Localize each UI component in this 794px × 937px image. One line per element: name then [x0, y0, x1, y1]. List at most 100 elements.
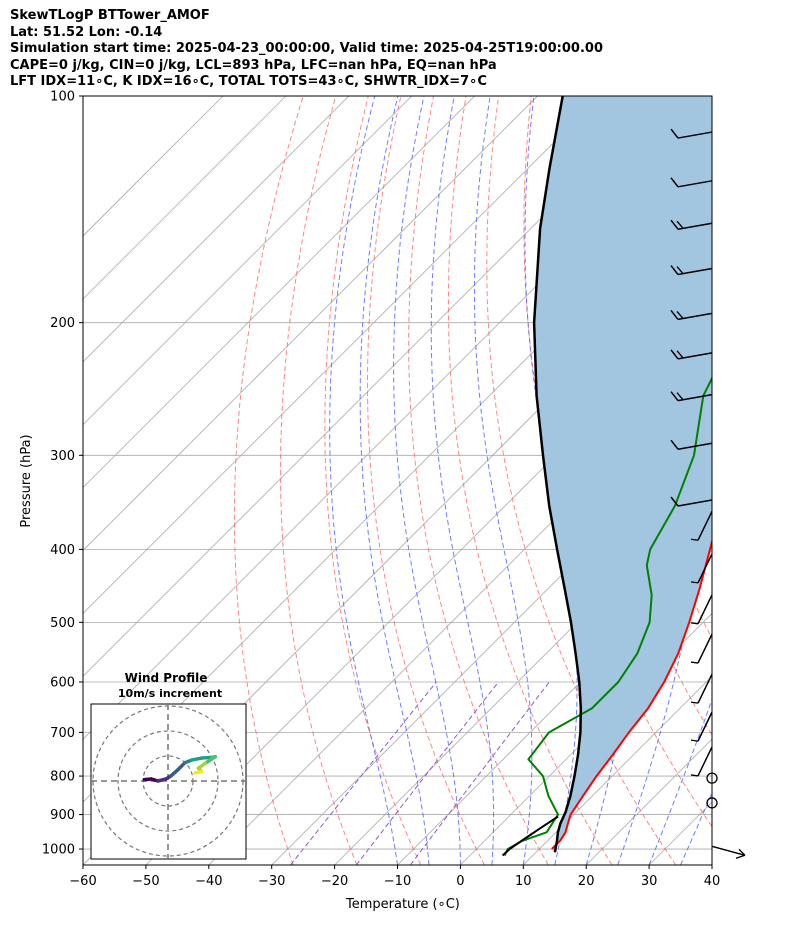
wind-barb	[670, 391, 713, 402]
hodograph-trace-segment	[203, 754, 217, 766]
wind-barb	[690, 673, 713, 704]
wind-barb-staff	[697, 673, 713, 704]
wind-barb-flag	[670, 177, 679, 188]
wind-barb-flag	[676, 392, 684, 401]
wind-barb-staff	[697, 594, 713, 625]
wind-barb-staff	[677, 393, 713, 402]
wind-barb-staff	[677, 180, 713, 188]
dry-adiabat	[233, 96, 304, 865]
wind-barb-staff	[677, 499, 713, 507]
isotherm-gridline	[397, 549, 712, 865]
wind-barb	[690, 594, 713, 625]
wind-barb-flag	[690, 538, 699, 541]
wind-barb-flag	[690, 622, 699, 625]
wind-barb-flag	[670, 439, 679, 450]
isotherm-gridline	[83, 96, 538, 552]
cape-region	[534, 96, 712, 853]
wind-barb-flag	[676, 266, 684, 274]
x-tick-label: −30	[258, 874, 285, 889]
title-line-indices-stability: LFT IDX=11∘C, K IDX=16∘C, TOTAL TOTS=43∘…	[10, 74, 487, 89]
moist-adiabat	[744, 96, 794, 865]
wind-barb-flag	[670, 496, 679, 507]
y-axis-label: Pressure (hPa)	[19, 434, 34, 527]
title-line-indices-cape: CAPE=0 j/kg, CIN=0 j/kg, LCL=893 hPa, LF…	[10, 57, 497, 73]
wind-barb	[670, 496, 713, 507]
wind-barb-staff	[697, 746, 713, 777]
wind-barb-staff	[677, 222, 713, 230]
wind-barb-flag	[670, 349, 679, 360]
dry-adiabat	[759, 96, 794, 865]
wind-barb-staff	[677, 267, 713, 276]
x-axis-ticks: −60 −50 −40 −30 −20 −10 0 10 20 30 40	[69, 865, 720, 889]
title-line-station: SkewTLogP BTTower_AMOF	[10, 8, 210, 23]
wind-barb	[690, 510, 713, 541]
x-tick-label: 20	[578, 874, 595, 889]
isotherm-gridline	[523, 675, 712, 865]
wind-barb	[670, 439, 713, 450]
hodograph-inset: Wind Profile 10m/s increment	[90, 671, 247, 860]
hodograph-title: Wind Profile	[125, 671, 208, 685]
y-tick-label: 600	[50, 675, 75, 690]
wind-barb-flag	[670, 219, 679, 230]
parcel-path-line	[532, 96, 583, 853]
wind-barb-flag	[676, 350, 684, 359]
y-tick-label: 800	[50, 770, 75, 785]
dry-adiabat	[727, 96, 794, 865]
dry-adiabat	[486, 96, 677, 865]
wind-barb	[670, 219, 713, 230]
isotherm-gridline	[145, 298, 712, 865]
wind-barb-staff	[677, 352, 713, 360]
moist-adiabat	[430, 96, 495, 865]
wind-barb-staff	[697, 711, 713, 742]
moist-adiabat	[617, 96, 699, 865]
hodograph-plot	[91, 704, 246, 859]
chart-title-block: SkewTLogP BTTower_AMOF Lat: 51.52 Lon: -…	[10, 8, 603, 91]
moist-adiabat	[711, 863, 712, 865]
moist-adiabat	[393, 96, 461, 865]
mixing-ratio-line	[409, 681, 550, 865]
y-axis-ticks: 100 200 300 400 500 600 700 800 900 1000	[42, 90, 83, 858]
dry-adiabat	[366, 96, 485, 865]
moist-adiabat	[680, 791, 712, 865]
x-tick-label: −50	[132, 874, 159, 889]
profile-lines	[501, 96, 712, 857]
wind-barb-flag	[690, 739, 699, 742]
calm-wind-circle	[706, 772, 718, 784]
wind-barb-staff	[677, 442, 713, 450]
y-tick-label: 300	[50, 449, 75, 464]
wind-barb	[690, 711, 713, 742]
isotherm-gridline	[83, 96, 475, 489]
cape-shading	[534, 96, 712, 853]
x-tick-label: 0	[456, 874, 464, 889]
dry-adiabat	[447, 96, 613, 865]
x-tick-label: 40	[704, 874, 721, 889]
moist-adiabat	[473, 96, 533, 865]
isotherm-gridline	[83, 96, 412, 426]
wind-barb	[670, 177, 713, 188]
dewpoint-line	[503, 376, 712, 856]
y-tick-label: 100	[50, 90, 75, 105]
wind-barb-flag	[690, 581, 699, 584]
wind-barb	[690, 633, 713, 664]
wind-barb	[690, 746, 713, 777]
mixing-ratio-line	[290, 681, 437, 865]
moist-adiabat	[329, 96, 398, 865]
isotherm-gridline	[83, 96, 664, 677]
y-tick-label: 900	[50, 808, 75, 823]
wind-barb	[670, 265, 713, 276]
surface-wind-barb	[735, 854, 746, 859]
x-tick-label: −40	[195, 874, 222, 889]
wind-barb-staff	[697, 553, 713, 584]
dry-adiabat	[408, 96, 549, 865]
y-tick-label: 1000	[42, 843, 75, 858]
wind-barb-flag	[676, 310, 684, 319]
moist-adiabat	[359, 96, 430, 865]
wind-barb-staff	[697, 633, 713, 664]
title-line-location: Lat: 51.52 Lon: -0.14	[10, 24, 163, 40]
y-tick-label: 700	[50, 726, 75, 741]
wind-barb-staff	[697, 510, 713, 541]
wind-barb-staff	[677, 312, 713, 321]
wind-barb	[670, 349, 713, 360]
y-tick-label: 200	[50, 316, 75, 331]
